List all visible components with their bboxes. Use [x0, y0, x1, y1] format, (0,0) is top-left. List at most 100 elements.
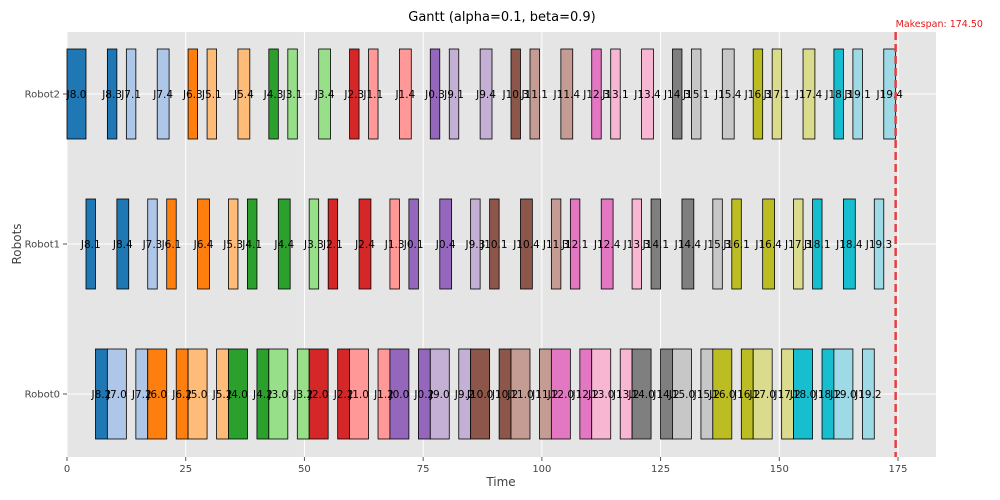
- chart-title: Gantt (alpha=0.1, beta=0.9): [408, 10, 596, 25]
- task-label: J0.1: [403, 239, 424, 251]
- task-label: J17.1: [763, 89, 790, 101]
- task-label: J5.0: [187, 389, 208, 401]
- task-bar: [793, 348, 813, 440]
- task-bar: [287, 48, 298, 140]
- task-label: J4.0: [227, 389, 248, 401]
- task-bar: [520, 198, 533, 290]
- task-bar: [681, 198, 695, 290]
- task-label: J6.2: [171, 389, 192, 401]
- task-label: J7.2: [131, 389, 152, 401]
- task-bar: [762, 198, 775, 290]
- task-bar: [550, 348, 571, 440]
- task-label: J7.0: [106, 389, 127, 401]
- task-bar: [429, 48, 441, 140]
- task-label: J9.3: [464, 239, 485, 251]
- x-tick-label: 175: [888, 464, 907, 475]
- task-label: J5.4: [233, 89, 254, 101]
- task-label: J2.2: [333, 389, 354, 401]
- task-bars: [66, 48, 897, 440]
- task-label: J1.1: [362, 89, 383, 101]
- task-label: J13.0: [587, 389, 614, 401]
- task-label: J18.2: [814, 389, 841, 401]
- task-label: J1.2: [373, 389, 394, 401]
- task-label: J16.4: [754, 239, 782, 251]
- task-label: J9.4: [475, 89, 496, 101]
- task-label: J9.2: [454, 389, 475, 401]
- task-label: J2.1: [322, 239, 343, 251]
- task-label: J14.3: [663, 89, 690, 101]
- task-label: J1.0: [348, 389, 369, 401]
- task-bar: [429, 348, 450, 440]
- task-bar: [228, 348, 248, 440]
- task-label: J14.0: [627, 389, 654, 401]
- task-label: J18.1: [803, 239, 830, 251]
- y-axis: Robot0 Robot1 Robot2: [25, 90, 67, 401]
- task-bar: [771, 48, 783, 140]
- task-bar: [268, 48, 279, 140]
- task-bar: [187, 48, 198, 140]
- task-bar: [125, 48, 137, 140]
- task-bar: [470, 348, 491, 440]
- task-label: J6.1: [161, 239, 182, 251]
- task-bar: [712, 198, 723, 290]
- task-bar: [833, 348, 854, 440]
- makespan-label: Makespan: 174.50: [896, 19, 983, 30]
- task-label: J5.2: [212, 389, 233, 401]
- task-label: J17.4: [795, 89, 823, 101]
- task-bar: [731, 198, 742, 290]
- task-label: J16.0: [708, 389, 735, 401]
- task-label: J8.1: [80, 239, 101, 251]
- task-labels: J8.0 J8.3 J7.1 J7.4 J6.3 J5.1 J5.4 J4.3 J3.1 J3.4…: [66, 89, 904, 401]
- task-bar: [156, 48, 170, 140]
- task-label: J1.4: [394, 89, 415, 101]
- task-label: J7.1: [120, 89, 141, 101]
- task-label: J10.0: [466, 389, 493, 401]
- task-bar: [793, 198, 804, 290]
- task-label: J6.4: [193, 239, 214, 251]
- task-label: J19.4: [875, 89, 903, 101]
- task-bar: [448, 48, 460, 140]
- task-bar: [308, 198, 320, 290]
- task-bar: [228, 198, 239, 290]
- task-label: J15.0: [668, 389, 695, 401]
- task-bar: [712, 348, 733, 440]
- task-label: J9.1: [443, 89, 464, 101]
- task-label: J14.2: [652, 389, 679, 401]
- task-label: J10.4: [512, 239, 540, 251]
- task-label: J3.0: [267, 389, 288, 401]
- task-bar: [389, 198, 400, 290]
- task-label: J11.4: [553, 89, 581, 101]
- task-bar: [327, 198, 339, 290]
- task-bar: [470, 198, 481, 290]
- x-axis-label: Time: [485, 475, 515, 489]
- task-bar: [650, 198, 661, 290]
- task-label: J5.1: [201, 89, 222, 101]
- task-bar: [510, 348, 531, 440]
- task-bar: [147, 198, 158, 290]
- y-axis-label: Robots: [10, 223, 24, 264]
- task-label: J18.0: [789, 389, 816, 401]
- task-label: J9.0: [429, 389, 450, 401]
- task-bar: [529, 48, 540, 140]
- x-tick-label: 50: [298, 464, 311, 475]
- task-label: J1.3: [384, 239, 405, 251]
- task-label: J15.2: [693, 389, 720, 401]
- task-label: J15.4: [714, 89, 742, 101]
- task-bar: [85, 198, 96, 290]
- task-bar: [691, 48, 702, 140]
- task-bar: [318, 48, 331, 140]
- task-bar: [349, 48, 360, 140]
- task-label: J18.3: [824, 89, 851, 101]
- x-tick-label: 150: [770, 464, 789, 475]
- task-bar: [591, 48, 602, 140]
- task-bar: [106, 48, 118, 140]
- task-label: J3.2: [292, 389, 313, 401]
- task-label: J17.3: [784, 239, 811, 251]
- task-bar: [833, 48, 844, 140]
- task-label: J17.0: [748, 389, 775, 401]
- task-bar: [247, 198, 258, 290]
- task-label: J11.3: [542, 239, 569, 251]
- task-label: J19.2: [854, 389, 881, 401]
- task-bar: [237, 48, 251, 140]
- task-bar: [752, 48, 764, 140]
